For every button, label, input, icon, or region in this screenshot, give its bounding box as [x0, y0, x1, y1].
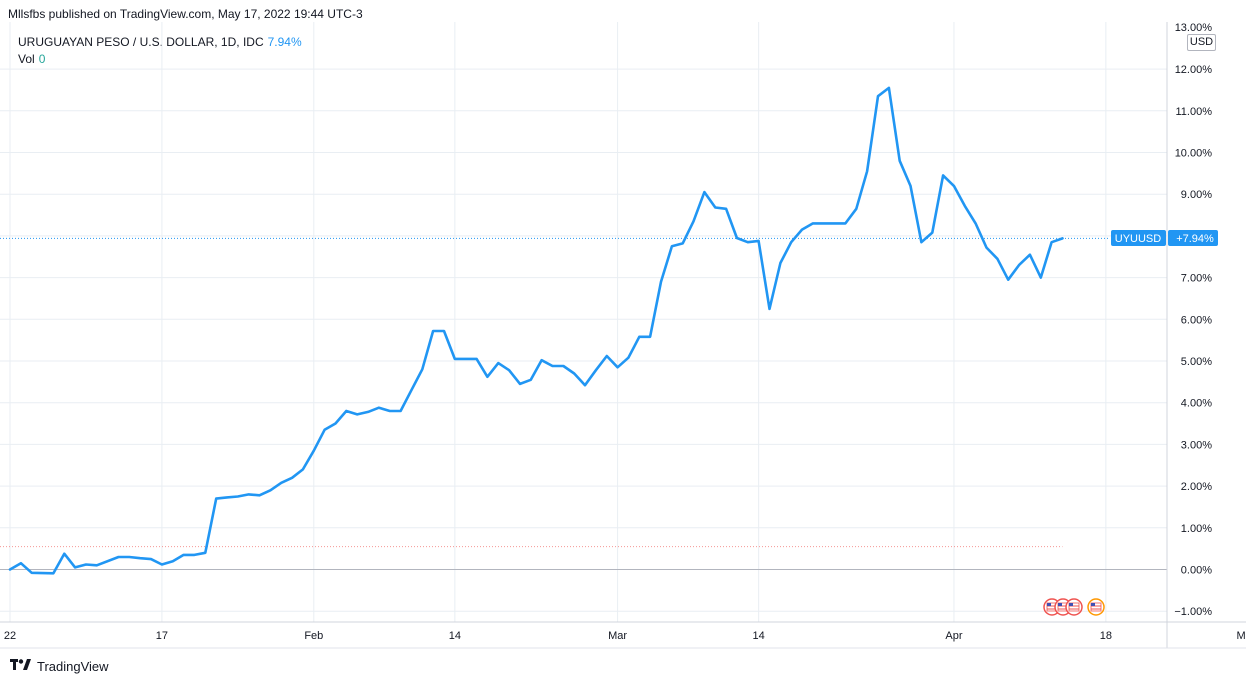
y-tick-label: 11.00% [1176, 106, 1213, 118]
volume-label: Vol [18, 52, 35, 66]
y-tick-label: 1.00% [1181, 523, 1212, 535]
time-axis[interactable]: 2217Feb14Mar14Apr18May1630 [4, 630, 1246, 642]
brand-name: TradingView [37, 659, 109, 674]
symbol-tag-bg [1111, 230, 1166, 246]
y-tick-label: 5.00% [1181, 356, 1212, 368]
price-line [8, 86, 1064, 575]
us-flag-icon[interactable] [1087, 598, 1105, 616]
x-tick-label: Mar [608, 630, 627, 642]
symbol-legend[interactable]: URUGUAYAN PESO / U.S. DOLLAR, 1D, IDC 7.9… [18, 35, 302, 49]
publisher-line: Mllsfbs published on TradingView.com, Ma… [8, 7, 363, 21]
y-tick-label: 0.00% [1181, 565, 1212, 577]
symbol-title: URUGUAYAN PESO / U.S. DOLLAR, 1D, IDC [18, 35, 264, 49]
x-tick-label: 22 [4, 630, 16, 642]
volume-value: 0 [38, 52, 46, 66]
symbol-last-value: 7.94% [267, 35, 302, 49]
y-tick-label: 9.00% [1181, 189, 1212, 201]
x-tick-label: May [1237, 630, 1246, 642]
y-tick-label: 10.00% [1175, 148, 1213, 160]
value-tag-bg [1168, 230, 1218, 246]
tradingview-logo-icon [10, 659, 32, 674]
symbol-tag: UYUUSD [1115, 233, 1162, 245]
last-value-label: UYUUSD +7.94% [1111, 230, 1218, 246]
y-tick-label: 4.00% [1181, 398, 1212, 410]
tradingview-brand[interactable]: TradingView [10, 659, 109, 674]
x-tick-label: 18 [1100, 630, 1112, 642]
value-tag: +7.94% [1176, 233, 1214, 245]
y-tick-label: −1.00% [1174, 606, 1212, 618]
currency-button[interactable]: USD [1187, 34, 1216, 51]
y-tick-label: 3.00% [1181, 439, 1212, 451]
x-tick-label: Feb [304, 630, 323, 642]
x-tick-label: 14 [449, 630, 461, 642]
price-axis[interactable]: −1.00% 0.00% 1.00% 2.00% 3.00% 4.00% 5.00% 6.00… [1174, 22, 1212, 618]
y-tick-label: 2.00% [1181, 481, 1212, 493]
grid-lines [0, 22, 1167, 622]
x-tick-label: 14 [753, 630, 765, 642]
volume-legend[interactable]: Vol 0 [18, 52, 45, 66]
y-tick-label: 12.00% [1175, 64, 1213, 76]
x-tick-label: Apr [945, 630, 962, 642]
event-flags[interactable] [1043, 598, 1105, 616]
y-tick-label: 6.00% [1181, 314, 1212, 326]
y-tick-label: 7.00% [1181, 273, 1212, 285]
x-tick-label: 17 [156, 630, 168, 642]
y-tick-label-partial: 13.00% [1175, 22, 1213, 34]
us-flag-icon[interactable] [1065, 598, 1083, 616]
